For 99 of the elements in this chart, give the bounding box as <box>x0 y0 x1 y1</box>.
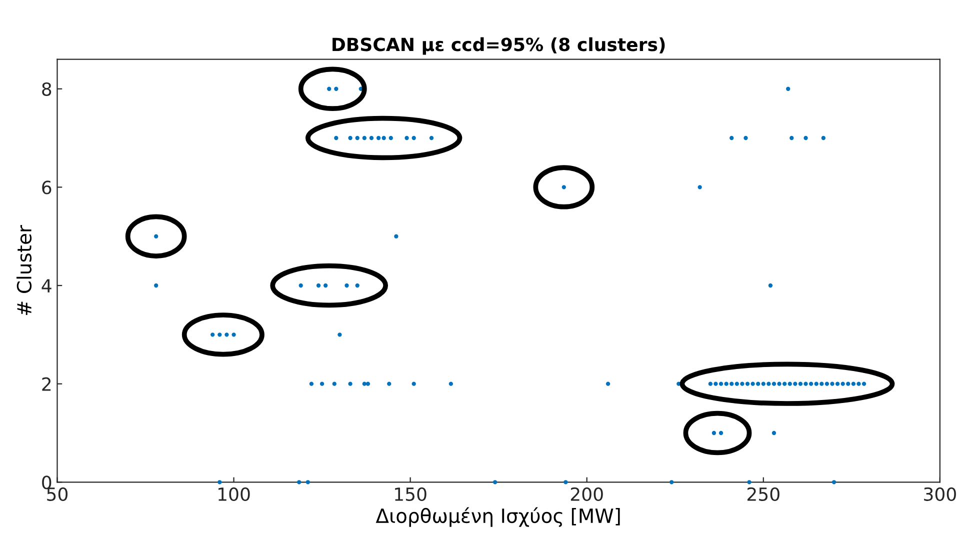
point <box>714 382 718 386</box>
point <box>724 382 728 386</box>
point <box>745 382 750 386</box>
point <box>334 86 338 91</box>
point <box>412 382 416 386</box>
point <box>394 234 398 238</box>
point <box>862 382 866 386</box>
y-axis-title: # Cluster <box>16 225 32 315</box>
point <box>740 382 744 386</box>
y-tick-label: 4 <box>42 279 52 292</box>
x-axis-title: Διορθωμένη Ισχύος [MW] <box>376 507 620 527</box>
point <box>362 136 366 140</box>
point <box>387 382 392 386</box>
point <box>492 480 498 484</box>
point <box>210 332 215 337</box>
point <box>798 382 803 386</box>
point <box>804 136 808 140</box>
point <box>332 382 336 386</box>
point <box>712 430 716 436</box>
point <box>404 136 409 140</box>
point <box>793 382 798 386</box>
point <box>606 382 610 386</box>
point <box>218 332 222 337</box>
point <box>744 136 748 140</box>
point <box>376 136 381 140</box>
point <box>840 382 845 386</box>
x-tick-label: 250 <box>747 487 780 501</box>
point <box>306 480 310 484</box>
y-tick-label: 0 <box>42 476 52 490</box>
point <box>309 382 314 386</box>
point <box>766 382 771 386</box>
point <box>320 382 324 386</box>
point <box>323 283 328 288</box>
point <box>786 86 790 91</box>
point <box>348 382 352 386</box>
point <box>782 382 787 386</box>
point <box>355 283 360 288</box>
point <box>564 480 568 484</box>
point <box>851 382 856 386</box>
point <box>670 480 674 484</box>
point <box>154 234 158 238</box>
point <box>388 136 393 140</box>
y-tick-label: 2 <box>42 377 51 391</box>
point <box>232 332 236 337</box>
point <box>154 283 158 288</box>
point <box>297 480 302 484</box>
point <box>856 382 861 386</box>
x-tick-label: 200 <box>570 487 603 501</box>
point <box>429 136 434 140</box>
point <box>808 382 814 386</box>
point <box>316 283 321 288</box>
point <box>846 382 850 386</box>
point <box>772 382 776 386</box>
point <box>708 382 713 386</box>
point <box>369 136 374 140</box>
y-tick-label: 8 <box>42 82 52 96</box>
point <box>772 430 776 436</box>
point <box>824 382 830 386</box>
x-tick-label: 300 <box>924 487 956 501</box>
point <box>750 382 755 386</box>
point <box>830 382 834 386</box>
point <box>334 136 338 140</box>
point <box>355 136 360 140</box>
point <box>412 136 416 140</box>
point <box>344 283 349 288</box>
point <box>821 136 826 140</box>
point <box>730 136 734 140</box>
point <box>761 382 766 386</box>
point <box>790 136 794 140</box>
point <box>562 185 566 190</box>
point <box>218 480 222 484</box>
point <box>788 382 792 386</box>
point <box>698 185 702 190</box>
point <box>298 283 303 288</box>
point <box>804 382 808 386</box>
point <box>382 136 386 140</box>
point <box>327 86 332 91</box>
point <box>734 382 739 386</box>
x-tick-label: 100 <box>218 487 250 501</box>
point <box>718 382 724 386</box>
point <box>366 382 370 386</box>
point <box>777 382 782 386</box>
point <box>730 382 734 386</box>
point <box>820 382 824 386</box>
point <box>835 382 840 386</box>
point <box>718 430 724 436</box>
point <box>832 480 836 484</box>
point <box>338 332 342 337</box>
point <box>756 382 760 386</box>
point <box>224 332 229 337</box>
x-tick-label: 50 <box>47 487 68 501</box>
point <box>348 136 352 140</box>
point <box>448 382 453 386</box>
point <box>768 283 773 288</box>
chart-title: DBSCAN με ccd=95% (8 clusters) <box>332 37 665 55</box>
x-tick-label: 150 <box>395 487 426 501</box>
y-tick-label: 6 <box>42 180 52 194</box>
point <box>747 480 752 484</box>
point <box>814 382 818 386</box>
